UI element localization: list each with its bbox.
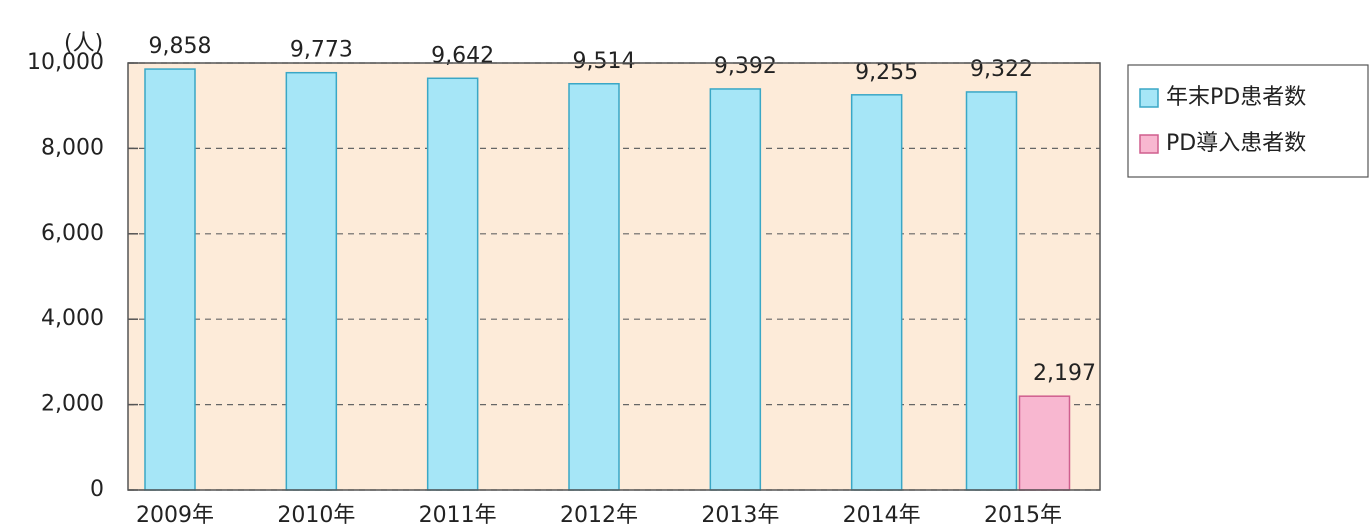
x-tick-label: 2010年 [277,503,355,528]
bar [709,88,762,491]
value-label: 9,255 [855,60,918,85]
y-tick-label: 0 [90,477,104,502]
legend-label: PD導入患者数 [1166,131,1306,156]
value-label: 9,642 [431,43,494,68]
x-tick-label: 2012年 [560,503,638,528]
x-tick-label: 2014年 [843,503,921,528]
x-tick-label: 2011年 [419,503,497,528]
y-tick-label: 2,000 [41,392,104,417]
y-tick-label: 6,000 [41,221,104,246]
x-tick-label: 2013年 [701,503,779,528]
bar [965,91,1018,491]
bar [144,68,196,491]
plot-border [127,62,1101,491]
legend-box [1127,64,1369,178]
legend-label: 年末PD患者数 [1166,85,1306,110]
legend-swatch [1139,88,1159,108]
value-label: 9,514 [573,49,636,74]
value-label: 9,773 [290,38,353,63]
y-unit-label: (人) [64,31,103,56]
bar [850,94,903,491]
x-tick-label: 2015年 [984,503,1062,528]
x-tick-label: 2009年 [136,503,214,528]
y-tick-label: 10,000 [27,50,104,75]
bar [568,83,620,491]
bar [1018,395,1071,491]
value-label: 2,197 [1033,361,1096,386]
legend-swatch [1139,134,1159,154]
y-tick-label: 4,000 [41,306,104,331]
value-label: 9,322 [970,57,1033,82]
bar [285,71,338,491]
bar [426,77,479,491]
value-label: 9,858 [149,34,212,59]
value-label: 9,392 [714,54,777,79]
y-tick-label: 8,000 [41,135,104,160]
